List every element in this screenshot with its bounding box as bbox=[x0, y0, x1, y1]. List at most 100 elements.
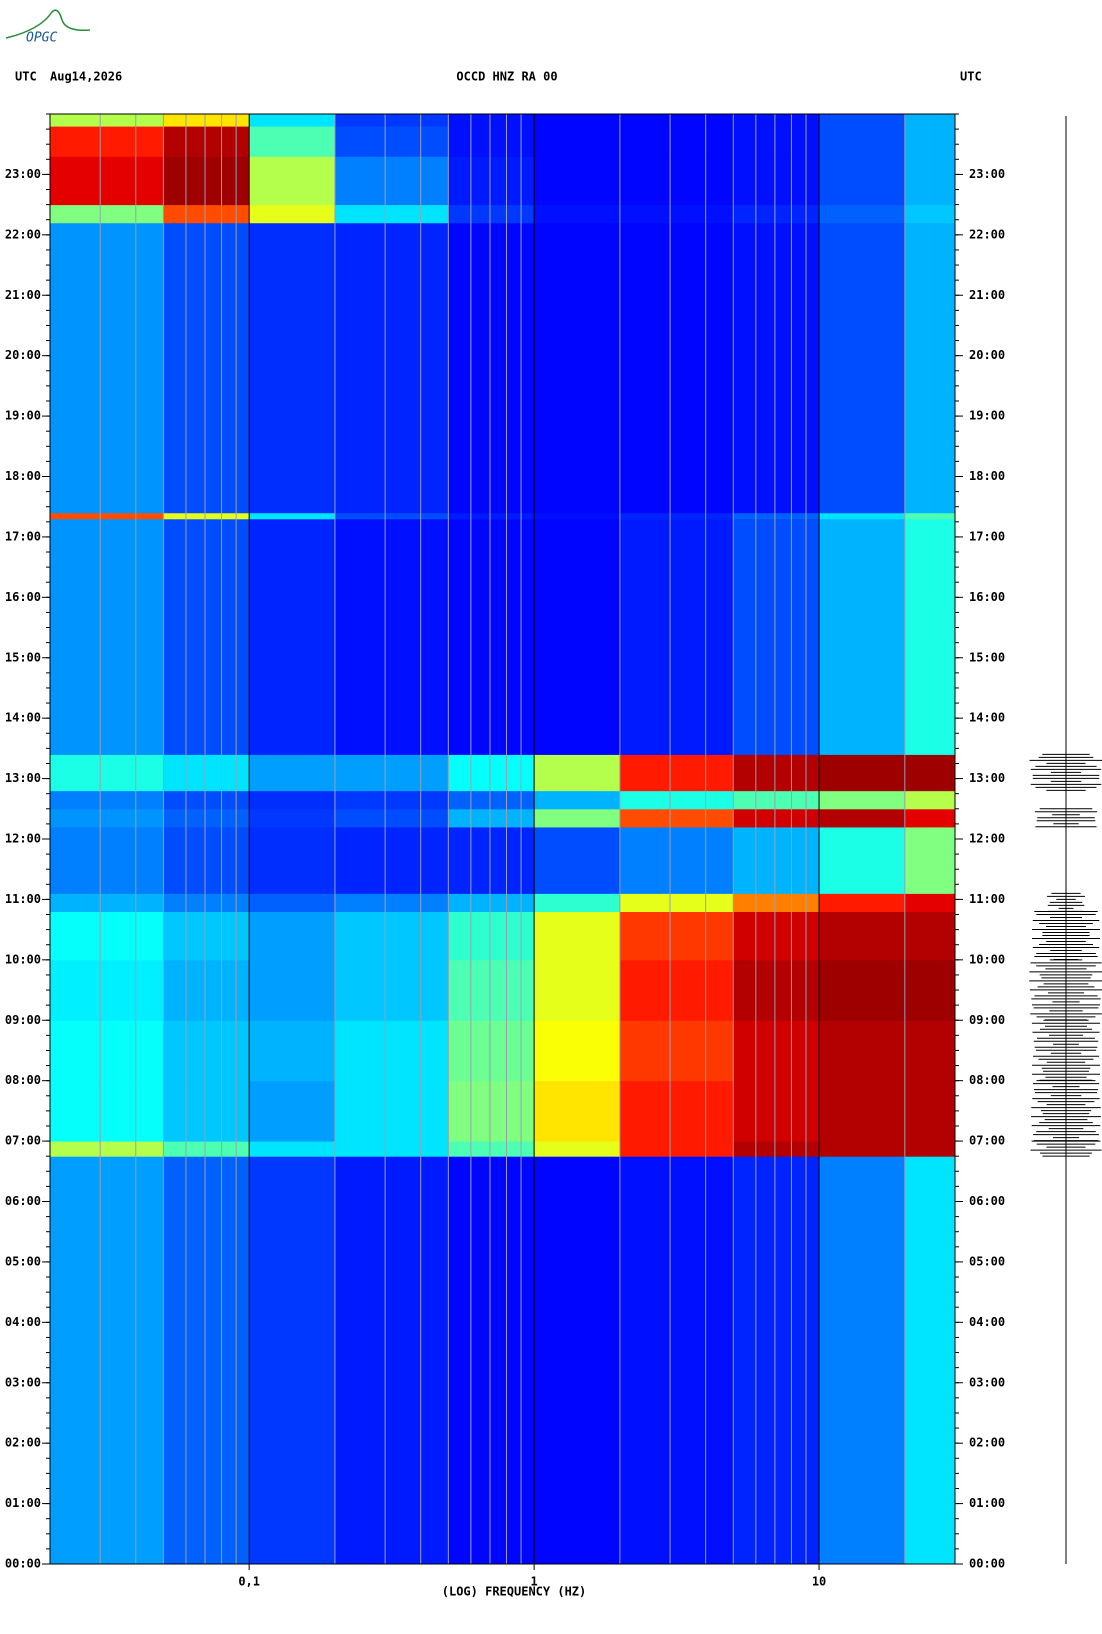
spectrogram-cell bbox=[619, 518, 734, 755]
spectrogram-cell bbox=[619, 156, 734, 206]
date: Aug14,2026 bbox=[50, 70, 122, 84]
spectrogram-cell bbox=[334, 222, 449, 514]
spectrogram-cell bbox=[819, 826, 906, 894]
spectrogram-cell bbox=[904, 826, 956, 894]
spectrogram-cell bbox=[50, 1141, 164, 1157]
spectrogram-cell bbox=[534, 826, 621, 894]
spectrogram-cell bbox=[249, 512, 336, 520]
spectrogram-cell bbox=[334, 204, 449, 224]
spectrogram-cell bbox=[904, 126, 956, 157]
spectrogram-cell bbox=[733, 893, 820, 912]
spectrogram-cell bbox=[534, 512, 621, 520]
spectrogram-cell bbox=[249, 911, 336, 961]
y-tick-label: 05:00 bbox=[5, 1254, 41, 1268]
spectrogram-cell bbox=[163, 518, 250, 755]
y-tick-label: 18:00 bbox=[969, 469, 1005, 483]
spectrogram-cell bbox=[733, 754, 820, 792]
spectrogram-cell bbox=[249, 518, 336, 755]
spectrogram-cell bbox=[249, 1080, 336, 1142]
spectrogram-cell bbox=[819, 204, 906, 224]
y-tick-label: 13:00 bbox=[969, 771, 1005, 785]
spectrogram-cell bbox=[534, 1156, 621, 1565]
y-tick-label: 04:00 bbox=[5, 1315, 41, 1329]
y-tick-label: 10:00 bbox=[5, 952, 41, 966]
spectrogram-cell bbox=[819, 754, 906, 792]
spectrogram-cell bbox=[50, 790, 164, 810]
spectrogram-cell bbox=[50, 808, 164, 828]
spectrogram-cell bbox=[334, 808, 449, 828]
spectrogram-cell bbox=[534, 893, 621, 912]
y-tick-label: 13:00 bbox=[5, 771, 41, 785]
spectrogram-cell bbox=[249, 1141, 336, 1157]
spectrogram-cell bbox=[249, 959, 336, 1021]
spectrogram-cell bbox=[534, 959, 621, 1021]
spectrogram-cell bbox=[619, 1156, 734, 1565]
y-tick-label: 20:00 bbox=[969, 348, 1005, 362]
spectrogram-cell bbox=[819, 790, 906, 810]
spectrogram-cell bbox=[249, 826, 336, 894]
spectrogram-cell bbox=[619, 1141, 734, 1157]
spectrogram-cell bbox=[50, 204, 164, 224]
spectrogram-cell bbox=[163, 1141, 250, 1157]
spectrogram-cell bbox=[249, 1156, 336, 1565]
y-tick-label: 01:00 bbox=[5, 1496, 41, 1510]
spectrogram-cell bbox=[448, 126, 535, 157]
spectrogram-cell bbox=[50, 911, 164, 961]
right-label: UTC bbox=[960, 70, 982, 84]
spectrogram-cell bbox=[448, 222, 535, 514]
spectrogram-cell bbox=[334, 893, 449, 912]
y-tick-label: 03:00 bbox=[969, 1375, 1005, 1389]
spectrogram-cell bbox=[619, 808, 734, 828]
y-tick-label: 01:00 bbox=[969, 1496, 1005, 1510]
spectrogram-cell bbox=[733, 222, 820, 514]
spectrogram-cell bbox=[904, 893, 956, 912]
spectrogram-cell bbox=[163, 126, 250, 157]
spectrogram-cell bbox=[819, 222, 906, 514]
y-tick-label: 02:00 bbox=[969, 1436, 1005, 1450]
y-tick-label: 07:00 bbox=[5, 1134, 41, 1148]
spectrogram-cell bbox=[534, 1080, 621, 1142]
spectrogram-cell bbox=[334, 1156, 449, 1565]
spectrogram-cell bbox=[334, 126, 449, 157]
spectrogram-cell bbox=[163, 204, 250, 224]
spectrogram-cell bbox=[819, 1020, 906, 1082]
y-tick-label: 00:00 bbox=[969, 1557, 1005, 1571]
spectrogram-cell bbox=[50, 126, 164, 157]
spectrogram-cell bbox=[733, 512, 820, 520]
y-tick-label: 16:00 bbox=[5, 590, 41, 604]
spectrogram-cell bbox=[334, 518, 449, 755]
spectrogram-cell bbox=[448, 959, 535, 1021]
y-tick-label: 09:00 bbox=[5, 1013, 41, 1027]
spectrogram-cell bbox=[819, 959, 906, 1021]
spectrogram-cell bbox=[448, 1156, 535, 1565]
y-tick-label: 19:00 bbox=[5, 409, 41, 423]
spectrogram-cell bbox=[163, 1080, 250, 1142]
x-axis-label: (LOG) FREQUENCY (HZ) bbox=[442, 1585, 587, 1599]
chart-title: OCCD HNZ RA 00 bbox=[456, 70, 557, 84]
spectrogram-cell bbox=[448, 790, 535, 810]
spectrogram-cell bbox=[733, 156, 820, 206]
spectrogram-cell bbox=[733, 126, 820, 157]
spectrogram-cell bbox=[249, 1020, 336, 1082]
spectrogram-cell bbox=[819, 893, 906, 912]
spectrogram-cell bbox=[904, 1141, 956, 1157]
y-tick-label: 02:00 bbox=[5, 1436, 41, 1450]
spectrogram-cell bbox=[904, 808, 956, 828]
y-tick-label: 14:00 bbox=[969, 711, 1005, 725]
spectrogram-cell bbox=[619, 126, 734, 157]
y-tick-label: 19:00 bbox=[969, 409, 1005, 423]
spectrogram-cell bbox=[249, 222, 336, 514]
spectrogram-cell bbox=[50, 1080, 164, 1142]
spectrogram-cell bbox=[249, 790, 336, 810]
spectrogram-cell bbox=[534, 126, 621, 157]
spectrogram-cell bbox=[163, 156, 250, 206]
spectrogram-cell bbox=[534, 156, 621, 206]
spectrogram-cell bbox=[819, 1156, 906, 1565]
spectrogram-cell bbox=[819, 512, 906, 520]
spectrogram-cell bbox=[249, 754, 336, 792]
y-tick-label: 12:00 bbox=[969, 832, 1005, 846]
spectrogram-cell bbox=[448, 1080, 535, 1142]
spectrogram-cell bbox=[163, 754, 250, 792]
logo-mark bbox=[5, 9, 91, 39]
y-tick-label: 11:00 bbox=[5, 892, 41, 906]
